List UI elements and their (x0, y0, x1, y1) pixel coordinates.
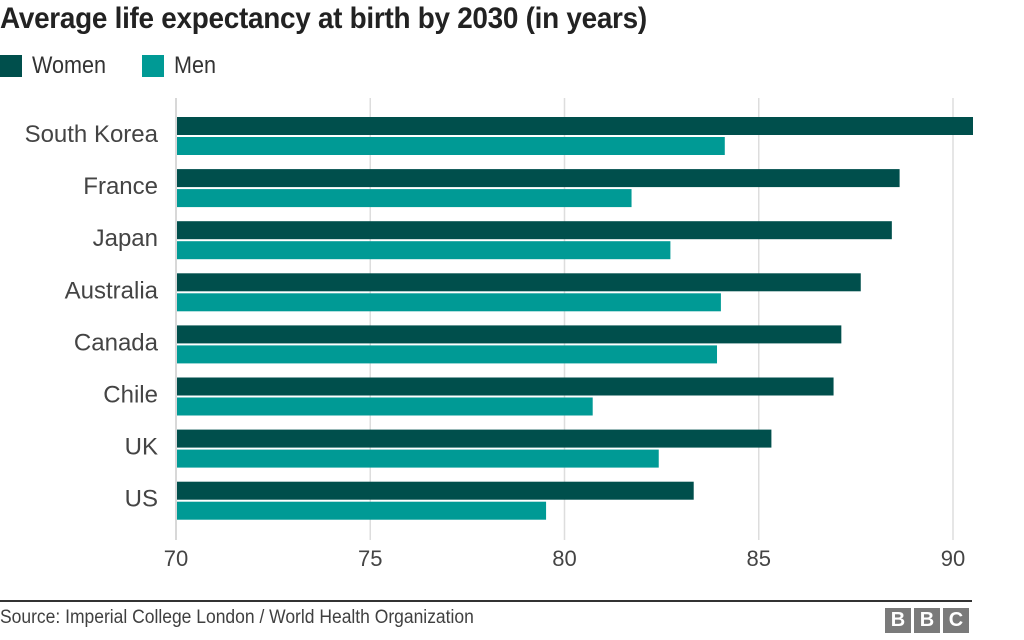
category-label: Chile (103, 382, 158, 409)
x-tick-label: 75 (358, 546, 382, 571)
logo-letter: C (943, 608, 969, 633)
bar-women (177, 377, 834, 396)
bar-men (177, 449, 659, 468)
bar-women (177, 481, 694, 500)
legend-item-men: Men (142, 52, 221, 80)
bar-men (177, 137, 725, 155)
bars (177, 117, 973, 520)
bar-men (177, 345, 718, 364)
x-tick-labels: 70 75 80 85 90 (164, 546, 965, 571)
category-labels: South Korea France Japan Australia Canada Chi… (25, 121, 159, 513)
category-label: UK (125, 434, 158, 461)
logo-letter: B (914, 608, 940, 633)
bar-women (177, 273, 861, 292)
gridlines (175, 98, 954, 540)
bar-men (177, 501, 547, 520)
category-label: Australia (65, 277, 159, 304)
x-tick-label: 80 (552, 546, 576, 571)
bar-men (177, 293, 721, 312)
bar-women (177, 221, 892, 240)
bar-men (177, 397, 593, 416)
legend-item-women: Women (0, 52, 114, 80)
bar-men (177, 189, 632, 208)
logo-letter: B (885, 608, 911, 633)
bar-women (177, 117, 973, 135)
bar-chart: South Korea France Japan Australia Canada Chi… (25, 98, 973, 571)
category-label: South Korea (25, 121, 159, 148)
category-label: US (125, 486, 158, 513)
chart-title: Average life expectancy at birth by 2030… (0, 2, 647, 35)
category-label: Japan (93, 225, 158, 252)
x-tick-label: 90 (941, 546, 965, 571)
category-label: France (83, 173, 158, 200)
bar-women (177, 325, 842, 344)
source-note: Source: Imperial College London / World … (0, 607, 474, 628)
bbc-logo: B B C (885, 608, 969, 633)
x-tick-label: 70 (164, 546, 188, 571)
legend: Women Men (0, 52, 249, 80)
legend-swatch-men (142, 55, 165, 77)
x-tick-label: 85 (747, 546, 771, 571)
legend-swatch-women (0, 55, 22, 77)
bar-women (177, 429, 772, 448)
footer-divider (0, 600, 972, 602)
legend-label-men: Men (174, 52, 217, 79)
bar-women (177, 169, 900, 188)
category-label: Canada (74, 329, 159, 356)
bar-men (177, 241, 671, 260)
legend-label-women: Women (32, 52, 107, 79)
